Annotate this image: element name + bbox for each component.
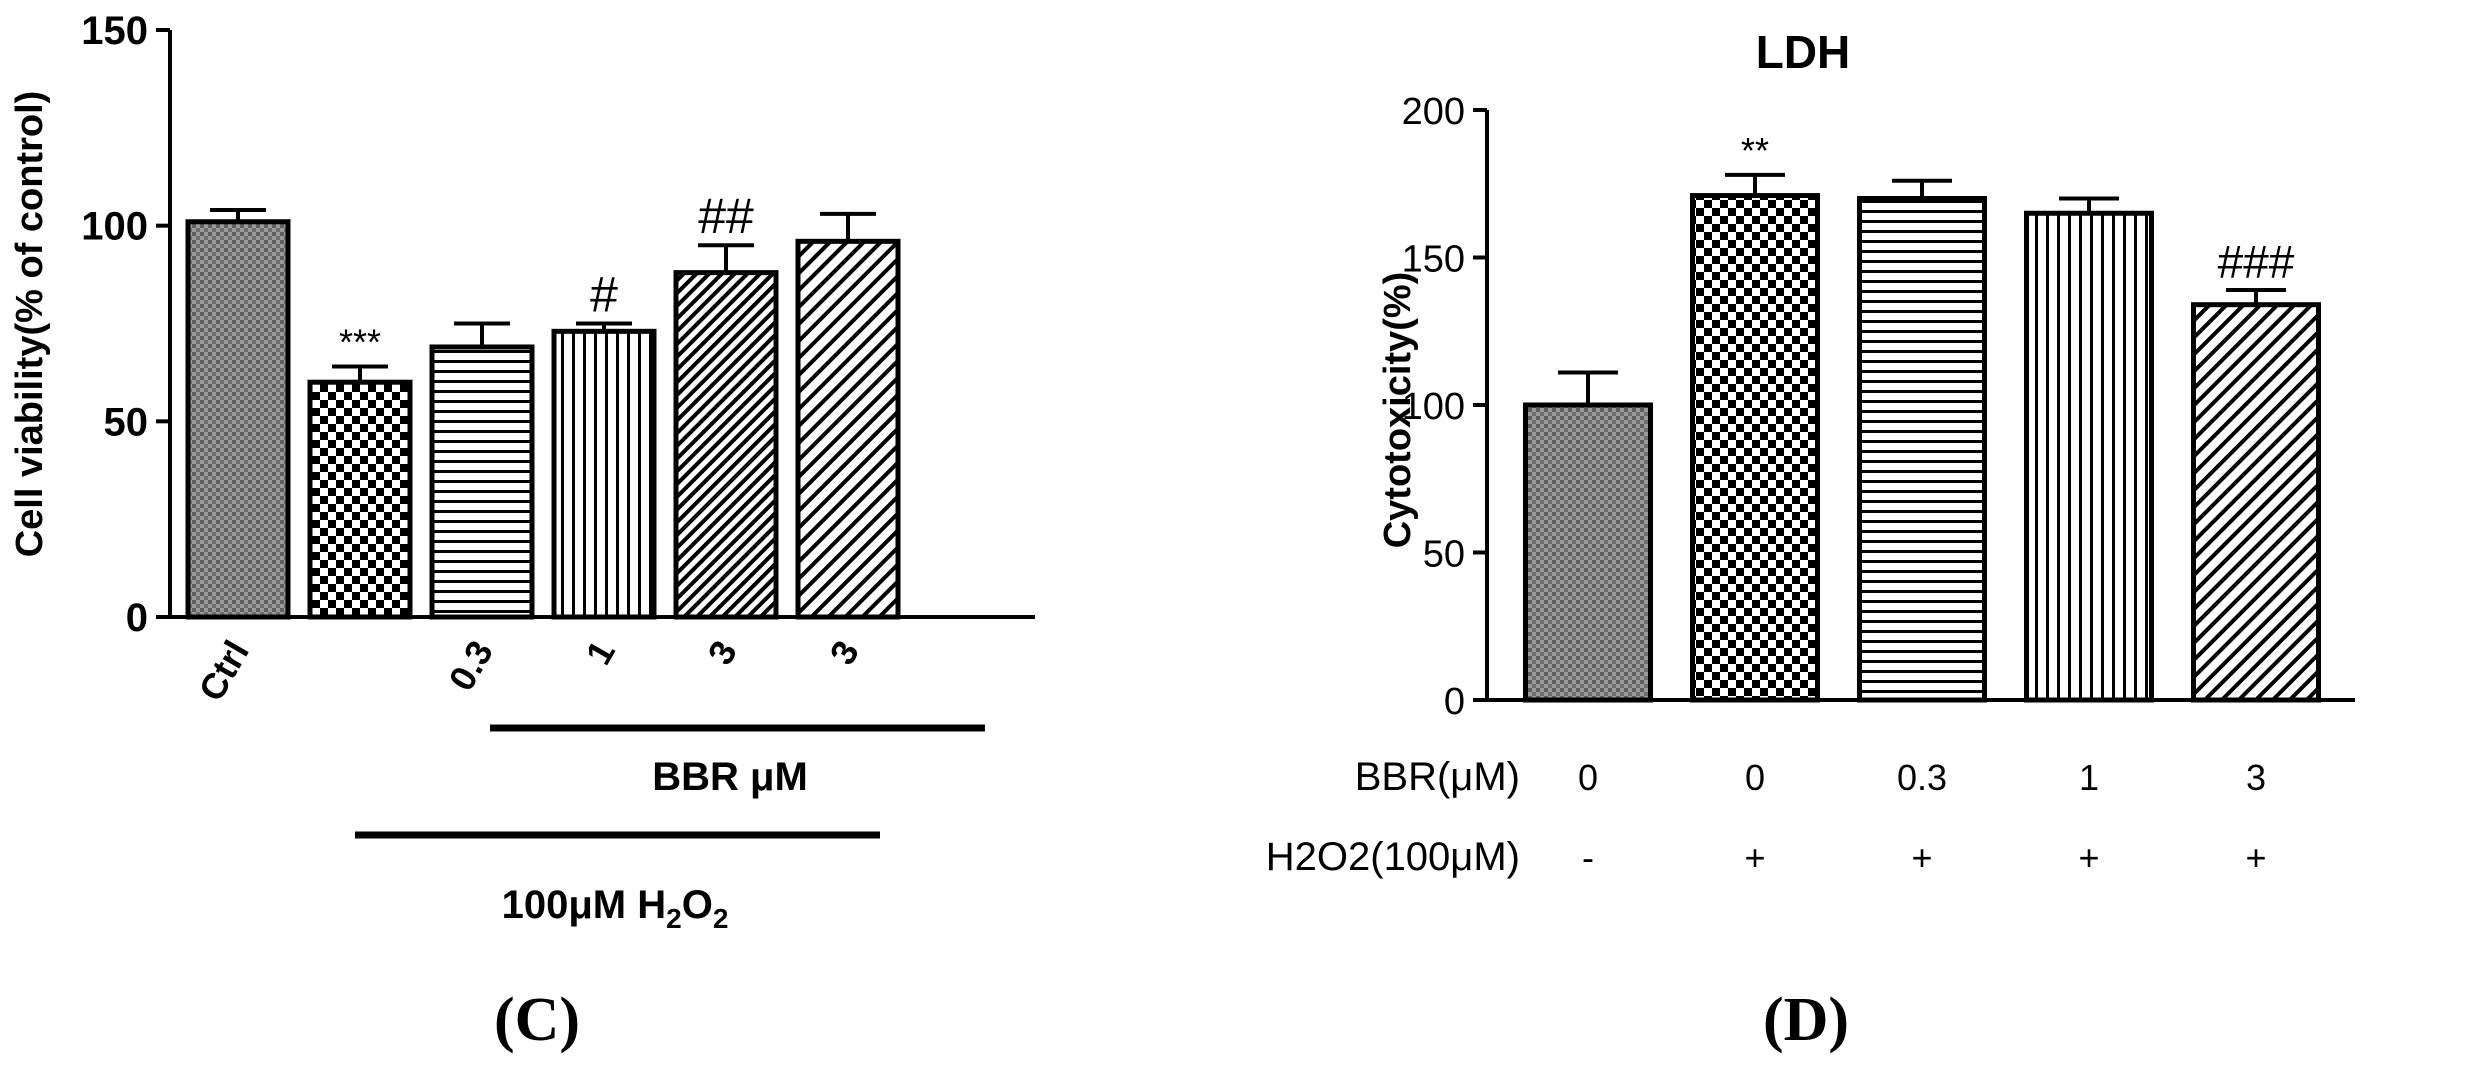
c-significance-label: ## bbox=[698, 188, 754, 244]
d-h2o2-value: - bbox=[1582, 837, 1594, 878]
d-h2o2-value: + bbox=[2078, 837, 2099, 878]
d-significance-label: ### bbox=[2218, 236, 2295, 288]
c-y-tick-label: 0 bbox=[126, 596, 148, 640]
d-bar bbox=[2024, 210, 2154, 703]
d-bbr-row-label: BBR(μM) bbox=[1355, 755, 1520, 799]
d-bar bbox=[1690, 193, 1820, 703]
c-y-tick-label: 150 bbox=[81, 9, 148, 53]
d-bar bbox=[2191, 302, 2321, 703]
c-y-tick-label: 100 bbox=[81, 205, 148, 249]
c-h2o2-label: 100μM H2O2 bbox=[502, 883, 729, 934]
d-h2o2-value: + bbox=[1911, 837, 1932, 878]
d-y-tick-label: 150 bbox=[1402, 239, 1465, 281]
d-bbr-value: 1 bbox=[2079, 757, 2099, 798]
c-bar bbox=[673, 270, 779, 620]
c-significance-label: *** bbox=[339, 322, 381, 363]
c-y-tick-label: 50 bbox=[104, 400, 149, 444]
d-y-tick-label: 50 bbox=[1423, 534, 1465, 576]
c-y-label: Cell viability(% of control) bbox=[9, 91, 51, 558]
c-bar bbox=[307, 379, 413, 620]
c-bar bbox=[551, 328, 657, 620]
d-panel-label: (D) bbox=[1763, 986, 1849, 1054]
c-x-tick-label: 3 bbox=[821, 634, 867, 672]
c-bar bbox=[185, 219, 291, 620]
d-bar bbox=[1523, 402, 1653, 703]
d-bbr-value: 0 bbox=[1578, 757, 1598, 798]
d-bbr-value: 0.3 bbox=[1897, 757, 1947, 798]
c-x-tick-label: 3 bbox=[699, 634, 745, 672]
c-x-tick-label: 1 bbox=[577, 634, 623, 672]
d-bar bbox=[1857, 196, 1987, 703]
d-y-tick-label: 200 bbox=[1402, 91, 1465, 133]
d-h2o2-value: + bbox=[2245, 837, 2266, 878]
c-bar bbox=[429, 344, 535, 620]
d-y-tick-label: 100 bbox=[1402, 386, 1465, 428]
c-x-tick-label: Ctrl bbox=[190, 634, 257, 708]
c-significance-label: # bbox=[590, 267, 618, 323]
d-h2o2-value: + bbox=[1744, 837, 1765, 878]
c-bbr-label: BBR μM bbox=[652, 755, 808, 799]
d-title: LDH bbox=[1756, 26, 1851, 78]
d-y-label: Cytotoxicity(%) bbox=[1377, 272, 1419, 549]
c-x-tick-label: 0.3 bbox=[440, 634, 501, 698]
d-bbr-value: 3 bbox=[2246, 757, 2266, 798]
d-y-tick-label: 0 bbox=[1444, 681, 1465, 723]
d-significance-label: ** bbox=[1741, 130, 1769, 171]
c-bar bbox=[795, 238, 901, 620]
d-bbr-value: 0 bbox=[1745, 757, 1765, 798]
c-panel-label: (C) bbox=[494, 986, 580, 1054]
d-h2o2-row-label: H2O2(100μM) bbox=[1266, 835, 1520, 879]
